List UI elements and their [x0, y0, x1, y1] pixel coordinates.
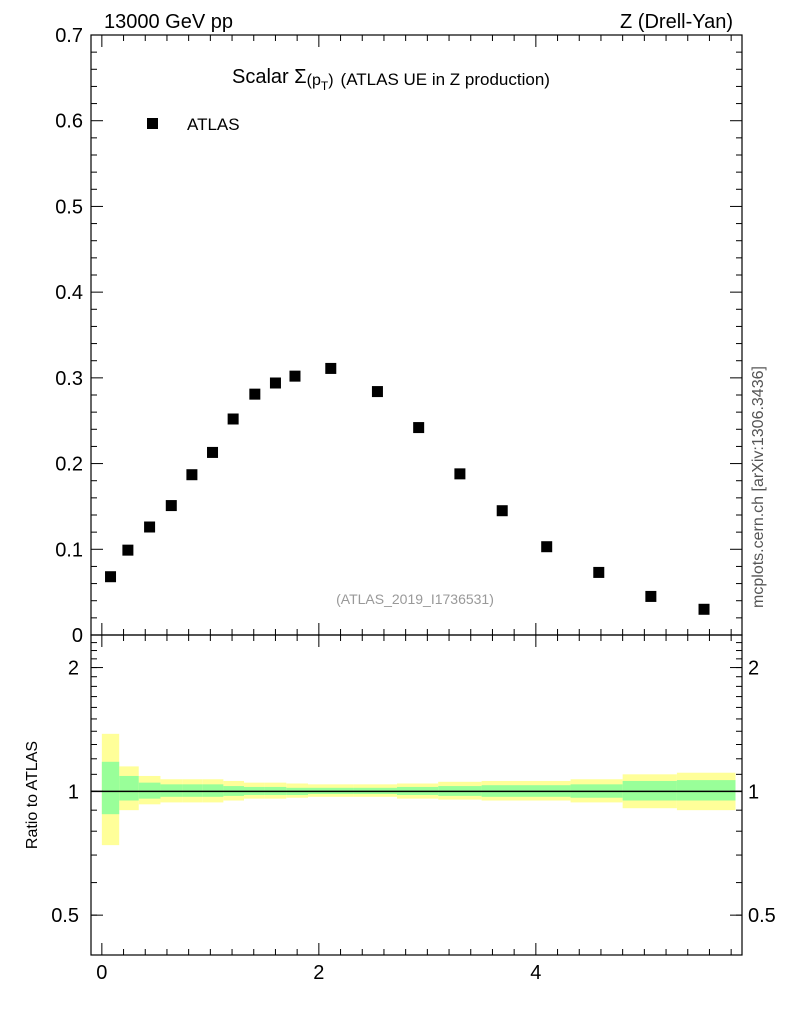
legend-label-atlas: ATLAS — [187, 115, 240, 134]
ratio-ytick-label-left: 0.5 — [51, 905, 79, 927]
title-sigma: Σ — [294, 66, 306, 88]
ratio-band-inner — [676, 780, 736, 801]
atlas-data-point — [371, 386, 383, 398]
ratio-ytick-label-left: 2 — [68, 658, 79, 680]
atlas-data-point — [227, 413, 239, 425]
atlas-data-point — [454, 468, 466, 480]
main-ytick-label: 0.3 — [55, 368, 83, 390]
ratio-plot-frame — [90, 634, 743, 956]
title-rest: (ATLAS UE in Z production) — [341, 70, 550, 89]
atlas-data-point — [144, 521, 156, 533]
atlas-data-point — [593, 566, 605, 578]
ratio-band-inner — [160, 784, 183, 797]
main-ytick-label: 0.4 — [55, 282, 83, 304]
atlas-data-point — [122, 544, 134, 556]
ratio-band-inner — [119, 775, 139, 801]
atlas-data-point — [496, 505, 508, 517]
atlas-data-point — [413, 422, 425, 434]
ratio-ytick-label-right: 0.5 — [748, 905, 776, 927]
energy-label: 13000 GeV pp — [104, 11, 233, 33]
title-close: ) — [328, 72, 333, 89]
main-ytick-label: 0.2 — [55, 454, 83, 476]
source-label: mcplots.cern.ch [arXiv:1306.3436] — [750, 366, 767, 608]
atlas-data-point — [186, 469, 198, 481]
ratio-ytick-label-left: 1 — [68, 781, 79, 803]
title-subscript: T — [321, 79, 329, 93]
atlas-data-point — [325, 362, 337, 374]
ratio-xtick-label: 2 — [313, 962, 324, 984]
main-ytick-label: 0.7 — [55, 25, 83, 47]
atlas-data-point — [269, 377, 281, 389]
ratio-xtick-label: 4 — [530, 962, 541, 984]
title-prefix: Scalar — [232, 66, 294, 88]
main-ytick-label: 0 — [72, 625, 83, 647]
atlas-data-point — [249, 388, 261, 400]
analysis-label: (ATLAS_2019_I1736531) — [336, 591, 494, 607]
atlas-data-point — [289, 370, 301, 382]
ratio-band-inner — [202, 784, 224, 797]
ratio-xtick-label: 0 — [96, 962, 107, 984]
main-ytick-label: 0.5 — [55, 196, 83, 218]
main-ytick-label: 0.1 — [55, 539, 83, 561]
ratio-ytick-label-right: 1 — [748, 781, 759, 803]
legend-marker-atlas — [147, 118, 158, 129]
title-open: (p — [307, 72, 321, 89]
ratio-ylabel: Ratio to ATLAS — [24, 741, 41, 849]
atlas-data-point — [698, 603, 710, 615]
atlas-data-point — [105, 571, 117, 583]
main-plot-title: Scalar Σ(pT) (ATLAS UE in Z production) — [232, 66, 550, 93]
atlas-data-point — [207, 446, 219, 458]
atlas-data-point — [541, 541, 553, 553]
process-label: Z (Drell-Yan) — [620, 11, 733, 33]
atlas-data-point — [165, 500, 177, 512]
ratio-band-inner — [101, 761, 120, 815]
main-ytick-label: 0.6 — [55, 111, 83, 133]
ratio-ytick-label-right: 2 — [748, 658, 759, 680]
ratio-band-inner — [182, 784, 203, 797]
atlas-data-point — [645, 590, 657, 602]
